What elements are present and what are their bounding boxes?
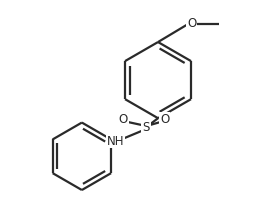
- Text: O: O: [187, 17, 196, 30]
- Text: O: O: [119, 113, 128, 126]
- Text: NH: NH: [107, 134, 124, 148]
- Text: S: S: [142, 122, 150, 134]
- Text: O: O: [160, 113, 169, 126]
